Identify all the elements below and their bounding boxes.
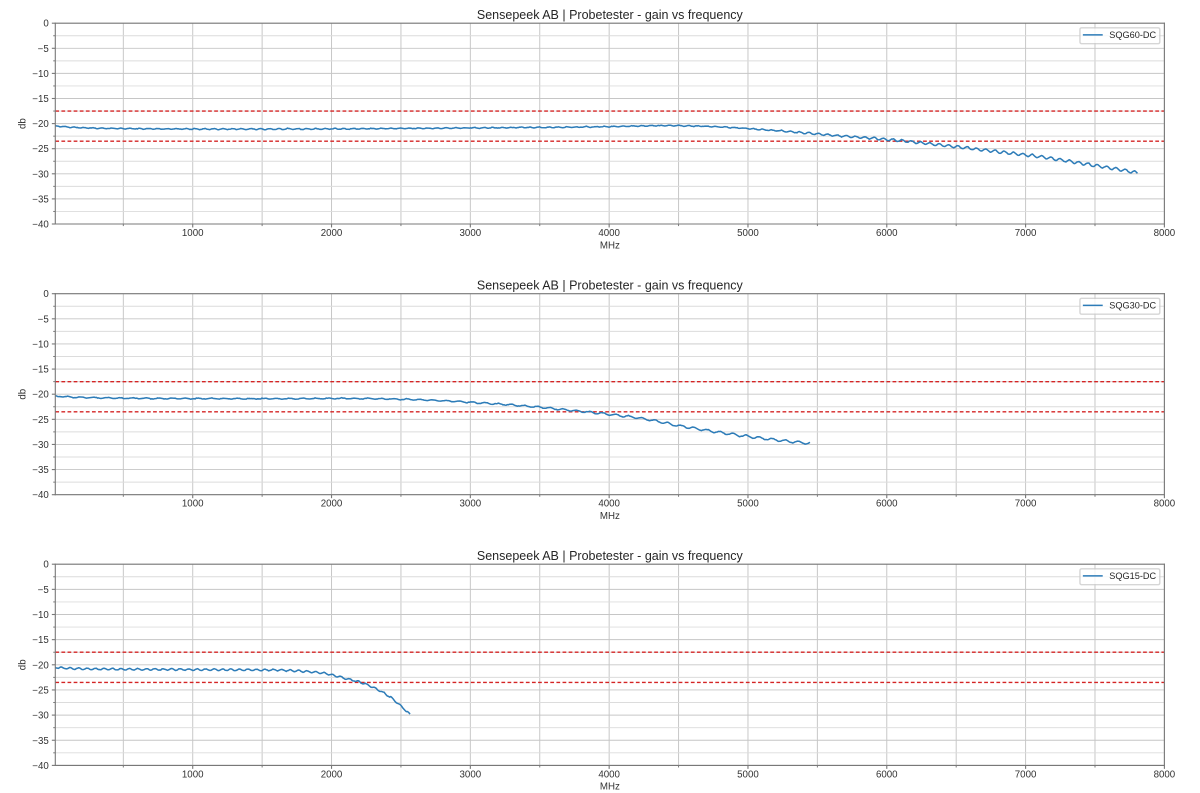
svg-text:−20: −20 [32, 660, 49, 671]
svg-text:SQG15-DC: SQG15-DC [1109, 571, 1156, 581]
svg-text:SQG30-DC: SQG30-DC [1109, 301, 1156, 311]
svg-text:7000: 7000 [1015, 228, 1037, 239]
svg-text:6000: 6000 [876, 769, 898, 780]
svg-text:4000: 4000 [598, 228, 620, 239]
svg-text:4000: 4000 [598, 499, 620, 510]
svg-text:−10: −10 [32, 69, 49, 80]
svg-text:−40: −40 [32, 761, 49, 772]
svg-text:−20: −20 [32, 390, 49, 401]
svg-text:SQG60-DC: SQG60-DC [1109, 30, 1156, 40]
svg-text:1000: 1000 [182, 499, 204, 510]
svg-text:Sensepeek AB | Probetester - g: Sensepeek AB | Probetester - gain vs fre… [477, 549, 744, 563]
svg-text:8000: 8000 [1154, 228, 1176, 239]
svg-text:1000: 1000 [182, 769, 204, 780]
svg-text:3000: 3000 [460, 499, 482, 510]
svg-text:−30: −30 [32, 440, 49, 451]
svg-text:5000: 5000 [737, 228, 759, 239]
svg-text:−15: −15 [32, 365, 48, 376]
svg-text:−30: −30 [32, 169, 49, 180]
svg-text:−20: −20 [32, 119, 49, 130]
svg-text:3000: 3000 [460, 769, 482, 780]
svg-text:2000: 2000 [321, 228, 343, 239]
svg-text:5000: 5000 [737, 499, 759, 510]
svg-text:7000: 7000 [1015, 499, 1037, 510]
svg-text:−35: −35 [32, 194, 48, 205]
svg-text:−40: −40 [32, 220, 49, 231]
svg-text:8000: 8000 [1154, 769, 1176, 780]
svg-text:−15: −15 [32, 635, 48, 646]
svg-text:0: 0 [43, 289, 49, 300]
svg-text:db: db [18, 389, 29, 400]
svg-text:6000: 6000 [876, 499, 898, 510]
svg-text:Sensepeek AB | Probetester - g: Sensepeek AB | Probetester - gain vs fre… [477, 278, 744, 292]
svg-text:8000: 8000 [1154, 499, 1176, 510]
svg-text:−30: −30 [32, 711, 49, 722]
svg-text:−5: −5 [38, 44, 49, 55]
svg-text:−35: −35 [32, 465, 48, 476]
svg-text:db: db [18, 118, 29, 129]
svg-text:7000: 7000 [1015, 769, 1037, 780]
svg-text:4000: 4000 [598, 769, 620, 780]
svg-text:2000: 2000 [321, 499, 343, 510]
svg-text:−25: −25 [32, 415, 48, 426]
svg-text:Sensepeek AB | Probetester - g: Sensepeek AB | Probetester - gain vs fre… [477, 8, 744, 22]
svg-text:MHz: MHz [600, 511, 620, 522]
svg-text:MHz: MHz [600, 240, 620, 251]
svg-text:3000: 3000 [460, 228, 482, 239]
svg-text:0: 0 [43, 19, 49, 30]
svg-text:−10: −10 [32, 339, 49, 350]
svg-text:6000: 6000 [876, 228, 898, 239]
svg-text:−5: −5 [38, 585, 49, 596]
svg-text:−25: −25 [32, 144, 48, 155]
svg-text:MHz: MHz [600, 782, 620, 793]
svg-text:db: db [18, 659, 29, 670]
svg-text:−25: −25 [32, 685, 48, 696]
svg-text:0: 0 [43, 560, 49, 571]
svg-text:−10: −10 [32, 610, 49, 621]
svg-text:−15: −15 [32, 94, 48, 105]
svg-text:−35: −35 [32, 736, 48, 747]
svg-text:−40: −40 [32, 490, 49, 501]
svg-text:−5: −5 [38, 314, 49, 325]
svg-text:1000: 1000 [182, 228, 204, 239]
svg-text:2000: 2000 [321, 769, 343, 780]
svg-text:5000: 5000 [737, 769, 759, 780]
